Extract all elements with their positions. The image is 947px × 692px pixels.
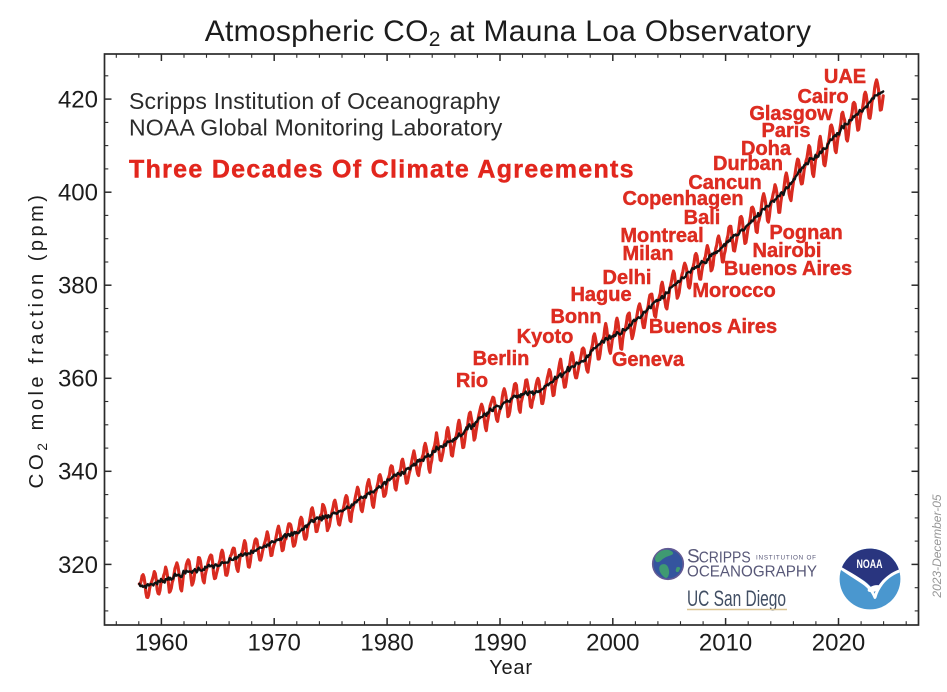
svg-text:360: 360 [58, 366, 98, 393]
svg-text:UC San Diego: UC San Diego [687, 586, 786, 611]
svg-text:NOAA: NOAA [857, 557, 883, 571]
svg-text:Doha: Doha [741, 138, 792, 160]
svg-text:Bali: Bali [684, 207, 721, 229]
svg-text:Geneva: Geneva [612, 349, 685, 371]
svg-text:1990: 1990 [473, 630, 526, 657]
svg-text:380: 380 [58, 273, 98, 300]
svg-text:Copenhagen: Copenhagen [622, 188, 743, 210]
svg-text:Cairo: Cairo [797, 86, 848, 108]
svg-text:Atmospheric CO2 at Mauna Loa O: Atmospheric CO2 at Mauna Loa Observatory [205, 15, 811, 51]
svg-text:Year: Year [489, 657, 533, 679]
svg-text:Buenos Aires: Buenos Aires [724, 258, 852, 280]
svg-text:Paris: Paris [762, 120, 811, 142]
svg-text:Berlin: Berlin [473, 348, 530, 370]
svg-text:2000: 2000 [586, 630, 639, 657]
svg-text:Three Decades Of Climate Agree: Three Decades Of Climate Agreements [129, 156, 635, 184]
svg-text:Milan: Milan [622, 243, 673, 265]
svg-text:1980: 1980 [360, 630, 413, 657]
svg-text:400: 400 [58, 180, 98, 207]
svg-text:UAE: UAE [824, 66, 866, 88]
svg-text:SCRIPPS: SCRIPPS [687, 547, 751, 568]
svg-text:NOAA Global Monitoring Laborat: NOAA Global Monitoring Laboratory [129, 115, 503, 141]
svg-text:Pognan: Pognan [769, 222, 842, 244]
svg-text:Kyoto: Kyoto [517, 326, 574, 348]
svg-text:420: 420 [58, 87, 98, 114]
svg-text:Montreal: Montreal [620, 225, 703, 247]
svg-text:CO2 mole fraction (ppm): CO2 mole fraction (ppm) [25, 192, 50, 489]
svg-text:Buenos Aires: Buenos Aires [649, 316, 777, 338]
svg-text:Nairobi: Nairobi [753, 240, 822, 262]
svg-text:2023-December-05: 2023-December-05 [930, 494, 944, 598]
svg-text:340: 340 [58, 459, 98, 486]
svg-text:Cancun: Cancun [688, 172, 761, 194]
svg-text:320: 320 [58, 552, 98, 579]
svg-text:1970: 1970 [248, 630, 301, 657]
svg-text:Hague: Hague [570, 284, 631, 306]
svg-text:2020: 2020 [812, 630, 865, 657]
svg-text:Durban: Durban [713, 153, 783, 175]
svg-text:OCEANOGRAPHY: OCEANOGRAPHY [687, 564, 817, 581]
svg-text:Scripps Institution of Oceanog: Scripps Institution of Oceanography [129, 88, 501, 114]
svg-text:Bonn: Bonn [550, 306, 601, 328]
svg-text:Morocco: Morocco [692, 280, 775, 302]
svg-text:Delhi: Delhi [603, 267, 652, 289]
svg-text:2010: 2010 [699, 630, 752, 657]
svg-text:Glasgow: Glasgow [749, 103, 833, 125]
svg-text:INSTITUTION OF: INSTITUTION OF [756, 555, 816, 562]
svg-text:Rio: Rio [456, 370, 488, 392]
svg-text:1960: 1960 [135, 630, 188, 657]
